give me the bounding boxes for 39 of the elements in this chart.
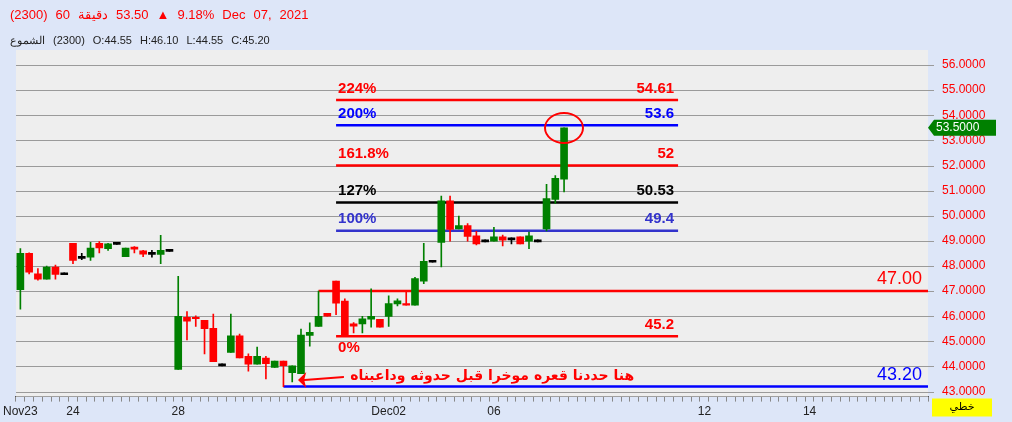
y-tick-label: 52.0000 (942, 157, 986, 172)
annotation: 0% (338, 337, 360, 355)
ref-line-label: 53.6 (644, 103, 675, 121)
candlestick (156, 235, 165, 265)
text: خطي (949, 400, 975, 414)
y-tick-label: 55.0000 (942, 82, 986, 97)
ref-line-label: 52 (657, 144, 675, 162)
annotation: 224% (338, 78, 377, 96)
y-tick-label: 43.0000 (942, 383, 986, 398)
y-tick-label: 49.0000 (942, 233, 986, 248)
ref-line-label: 43.20 (876, 363, 922, 384)
ref-line-label: 45.2 (644, 314, 675, 332)
ref-line-label: 50.53 (636, 181, 675, 199)
y-tick-label: 46.0000 (942, 308, 986, 323)
ref-line-label: 47.00 (876, 268, 922, 289)
annotation: 161.8% (338, 144, 389, 162)
annotation: 127% (338, 181, 377, 199)
y-tick-label: 47.0000 (942, 283, 986, 298)
x-tick-label: 06 (487, 404, 501, 419)
text: 53.5000 (936, 120, 980, 135)
y-tick-label: 45.0000 (942, 333, 986, 348)
x-tick-label: 24 (66, 404, 80, 419)
y-tick-label: 48.0000 (942, 258, 986, 273)
y-tick-label: 56.0000 (942, 57, 986, 72)
annotation: 100% (338, 209, 377, 227)
y-tick-label: 51.0000 (942, 182, 986, 197)
y-tick-label: 44.0000 (942, 358, 986, 373)
annotation: 200% (338, 103, 377, 121)
ref-line-label: 49.4 (644, 209, 675, 227)
y-tick-label: 54.0000 (942, 107, 986, 122)
y-tick-label: 50.0000 (942, 208, 986, 223)
annotation: هنا حددنا قعره موخرا قبل حدوثه وداعبناه (350, 367, 635, 385)
x-tick-label: Nov23 (3, 404, 39, 419)
x-tick-label: Dec02 (371, 404, 407, 419)
x-tick-label: 14 (802, 404, 817, 419)
y-tick-label: 53.0000 (942, 132, 986, 147)
x-tick-label: 28 (171, 404, 186, 419)
ref-line-label: 54.61 (636, 78, 675, 96)
x-tick-label: 12 (697, 404, 712, 419)
